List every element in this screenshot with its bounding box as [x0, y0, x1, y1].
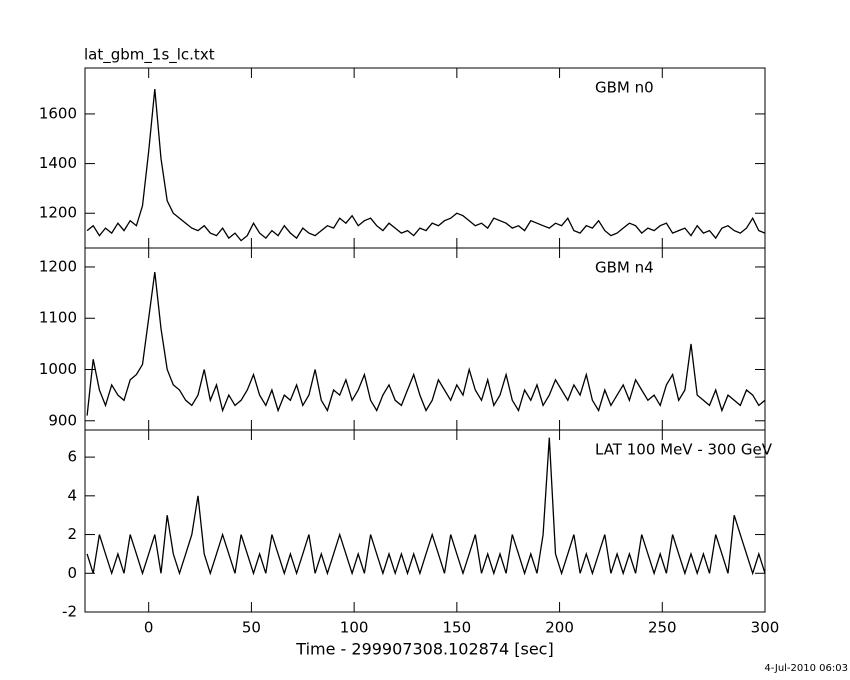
y-tick-label: 1200: [39, 257, 77, 275]
x-tick-label: 200: [545, 619, 574, 637]
timestamp: 4-Jul-2010 06:03: [764, 663, 848, 674]
y-tick-label: 6: [67, 448, 77, 466]
x-tick-label: 150: [443, 619, 472, 637]
y-tick-label: 1600: [39, 104, 77, 122]
light-curve: [86, 437, 766, 576]
y-tick-label: 1000: [39, 360, 77, 378]
y-tick-label: 1100: [39, 309, 77, 327]
x-tick-label: 250: [648, 619, 677, 637]
y-tick-label: 2: [67, 525, 77, 543]
panel-frame: [84, 247, 766, 431]
y-tick-label: 0: [67, 564, 77, 582]
panel-frame: [84, 429, 766, 613]
x-axis-label: Time - 299907308.102874 [sec]: [295, 640, 553, 659]
panel-label: LAT 100 MeV - 300 GeV: [595, 441, 773, 459]
light-curve: [86, 89, 766, 242]
panel-label: GBM n4: [595, 259, 654, 277]
y-tick-label: 4: [67, 486, 77, 504]
figure-title: lat_gbm_1s_lc.txt: [84, 46, 215, 65]
y-tick-label: 1200: [39, 204, 77, 222]
y-tick-label: 1400: [39, 154, 77, 172]
panel-label: GBM n0: [595, 79, 654, 97]
y-tick-label: 900: [48, 411, 77, 429]
x-tick-label: 300: [751, 619, 780, 637]
panel-frame: [84, 67, 766, 249]
x-tick-label: 100: [340, 619, 369, 637]
x-tick-label: 50: [242, 619, 261, 637]
light-curve: [86, 272, 766, 416]
x-tick-label: 0: [144, 619, 154, 637]
y-tick-label: -2: [62, 603, 77, 621]
